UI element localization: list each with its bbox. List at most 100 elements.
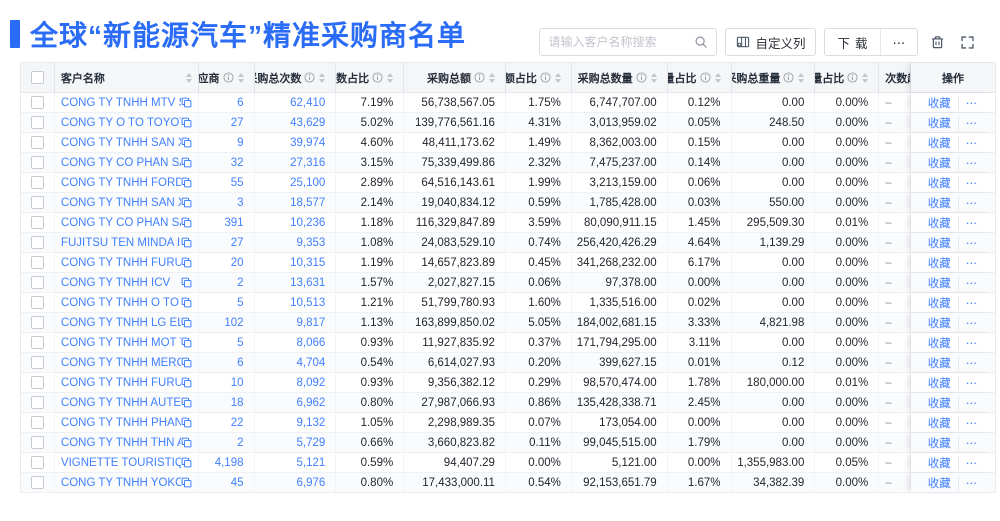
row-more-button[interactable]: ⋯: [957, 355, 979, 370]
supplier-count-link[interactable]: 3: [237, 196, 244, 209]
row-more-button[interactable]: ⋯: [957, 455, 979, 470]
favorite-button[interactable]: 收藏: [927, 397, 951, 410]
sort-icon[interactable]: [798, 72, 805, 83]
copy-icon[interactable]: [181, 397, 192, 408]
delete-icon[interactable]: [926, 30, 948, 54]
purchase-times-link[interactable]: 9,817: [296, 316, 326, 329]
row-more-button[interactable]: ⋯: [957, 275, 979, 290]
copy-icon[interactable]: [181, 177, 192, 188]
customer-name-link[interactable]: CÔNG TY TNHH PHÂN PHỐI T...: [60, 416, 181, 429]
header-customer-name[interactable]: 客户名称: [55, 63, 199, 92]
copy-icon[interactable]: [181, 97, 192, 108]
copy-icon[interactable]: [181, 277, 192, 288]
row-more-button[interactable]: ⋯: [957, 95, 979, 110]
header-total-amount[interactable]: 采购总额: [404, 63, 506, 92]
purchase-times-link[interactable]: 10,315: [290, 256, 326, 269]
copy-icon[interactable]: [181, 257, 192, 268]
header-total-quantity[interactable]: 采购总数量: [572, 63, 668, 92]
row-checkbox[interactable]: [30, 136, 44, 149]
supplier-count-link[interactable]: 2: [237, 436, 244, 449]
sort-icon[interactable]: [185, 72, 192, 83]
row-checkbox[interactable]: [30, 316, 44, 329]
header-times-trend[interactable]: 次数趋势: [879, 63, 912, 92]
supplier-count-link[interactable]: 27: [230, 236, 244, 249]
search-box[interactable]: [539, 28, 718, 56]
header-times-ratio[interactable]: 次数占比: [336, 63, 405, 92]
header-supplier[interactable]: 供应商: [199, 63, 255, 92]
purchase-times-link[interactable]: 5,121: [296, 456, 326, 469]
favorite-button[interactable]: 收藏: [927, 437, 951, 450]
supplier-count-link[interactable]: 32: [230, 156, 244, 169]
supplier-count-link[interactable]: 18: [230, 396, 244, 409]
favorite-button[interactable]: 收藏: [927, 237, 951, 250]
favorite-button[interactable]: 收藏: [927, 257, 951, 270]
copy-icon[interactable]: [181, 297, 192, 308]
row-checkbox[interactable]: [30, 196, 44, 209]
customer-name-link[interactable]: CÔNG TY TNHH THN AUTOPAR...: [60, 436, 181, 449]
copy-icon[interactable]: [181, 237, 192, 248]
row-checkbox[interactable]: [30, 156, 44, 169]
search-icon[interactable]: [694, 35, 708, 49]
fullscreen-icon[interactable]: [956, 30, 978, 54]
favorite-button[interactable]: 收藏: [927, 157, 951, 170]
supplier-count-link[interactable]: 22: [230, 416, 244, 429]
supplier-count-link[interactable]: 5: [237, 336, 244, 349]
row-more-button[interactable]: ⋯: [957, 155, 979, 170]
supplier-count-link[interactable]: 6: [237, 96, 244, 109]
row-checkbox[interactable]: [30, 476, 44, 489]
customize-columns-button[interactable]: 自定义列: [725, 28, 817, 56]
favorite-button[interactable]: 收藏: [927, 377, 951, 390]
customer-name-link[interactable]: CÔNG TY TNHH FURUKAWA A...: [60, 256, 181, 269]
purchase-times-link[interactable]: 8,066: [296, 336, 326, 349]
row-more-button[interactable]: ⋯: [957, 475, 979, 490]
row-checkbox[interactable]: [30, 296, 44, 309]
header-total-purchase-times[interactable]: 采购总次数: [255, 63, 337, 92]
purchase-times-link[interactable]: 4,704: [296, 356, 326, 369]
row-more-button[interactable]: ⋯: [957, 295, 979, 310]
favorite-button[interactable]: 收藏: [927, 197, 951, 210]
row-more-button[interactable]: ⋯: [957, 375, 979, 390]
row-more-button[interactable]: ⋯: [957, 195, 979, 210]
favorite-button[interactable]: 收藏: [927, 297, 951, 310]
search-input[interactable]: [548, 35, 695, 49]
row-checkbox[interactable]: [30, 376, 44, 389]
copy-icon[interactable]: [181, 217, 192, 228]
customer-name-link[interactable]: CÔNG TY TNHH Ô TÔ MITSUBI...: [60, 296, 181, 309]
row-checkbox[interactable]: [30, 116, 44, 129]
row-more-button[interactable]: ⋯: [957, 175, 979, 190]
row-more-button[interactable]: ⋯: [957, 435, 979, 450]
more-actions-button[interactable]: ⋯: [880, 29, 917, 55]
supplier-count-link[interactable]: 55: [230, 176, 244, 189]
customer-name-link[interactable]: CÔNG TY TNHH MTV SẢN XUẤ...: [60, 96, 181, 109]
copy-icon[interactable]: [181, 417, 192, 428]
supplier-count-link[interactable]: 27: [230, 116, 244, 129]
row-more-button[interactable]: ⋯: [957, 395, 979, 410]
supplier-count-link[interactable]: 9: [237, 136, 244, 149]
sort-icon[interactable]: [237, 72, 244, 83]
copy-icon[interactable]: [181, 157, 192, 168]
sort-icon[interactable]: [714, 72, 721, 83]
sort-icon[interactable]: [862, 72, 869, 83]
favorite-button[interactable]: 收藏: [927, 357, 951, 370]
row-checkbox[interactable]: [30, 356, 44, 369]
supplier-count-link[interactable]: 4,198: [214, 456, 244, 469]
row-checkbox[interactable]: [30, 96, 44, 109]
customer-name-link[interactable]: CÔNG TY CỔ PHẦN SẢN XUẤT...: [60, 156, 181, 169]
row-more-button[interactable]: ⋯: [957, 115, 979, 130]
favorite-button[interactable]: 收藏: [927, 97, 951, 110]
customer-name-link[interactable]: CÔNG TY TNHH FURUKAWA A...: [60, 376, 181, 389]
sort-icon[interactable]: [488, 72, 495, 83]
copy-icon[interactable]: [181, 357, 192, 368]
purchase-times-link[interactable]: 6,962: [296, 396, 326, 409]
customer-name-link[interactable]: CÔNG TY TNHH LG ELECTRON...: [60, 316, 181, 329]
sort-icon[interactable]: [650, 72, 657, 83]
purchase-times-link[interactable]: 62,410: [290, 96, 326, 109]
sort-icon[interactable]: [319, 72, 326, 83]
purchase-times-link[interactable]: 6,976: [296, 476, 326, 489]
supplier-count-link[interactable]: 5: [237, 296, 244, 309]
row-more-button[interactable]: ⋯: [957, 215, 979, 230]
copy-icon[interactable]: [181, 477, 192, 488]
